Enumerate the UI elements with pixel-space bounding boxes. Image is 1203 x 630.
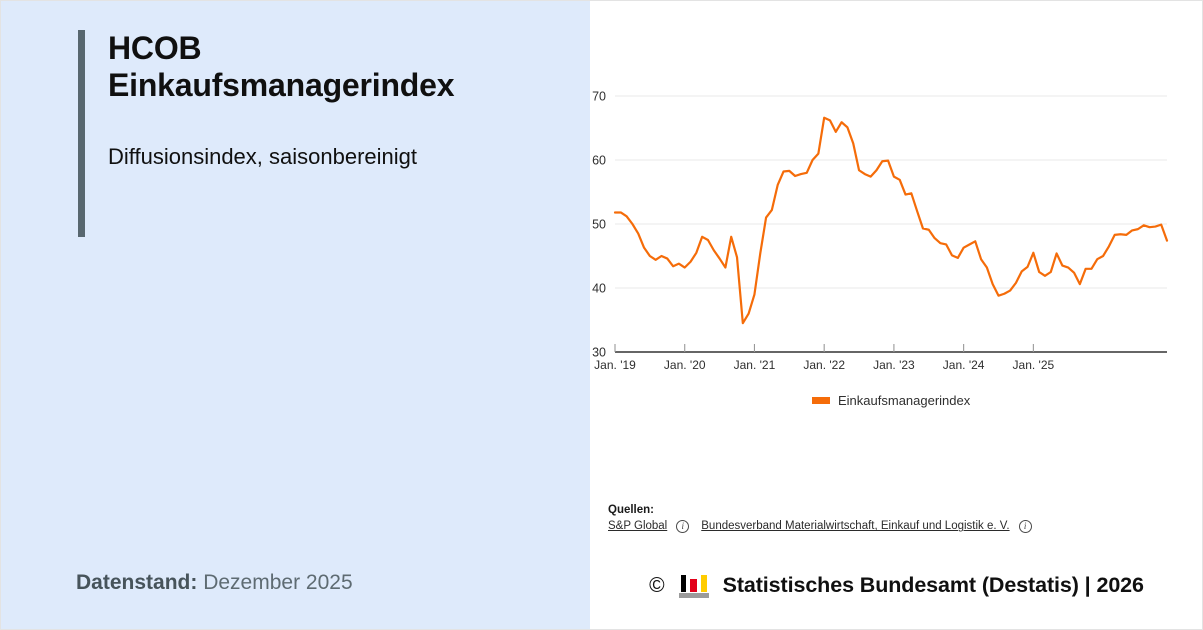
y-tick-label: 50 [592, 218, 606, 232]
page-subtitle: Diffusionsindex, saisonbereinigt [108, 143, 417, 169]
destatis-logo-icon [678, 574, 709, 598]
x-tick-label: Jan. '21 [734, 358, 776, 372]
x-tick-label: Jan. '24 [943, 358, 985, 372]
sources-label: Quellen: [608, 504, 655, 516]
data-status-label: Datenstand: [76, 571, 198, 594]
y-tick-label: 30 [592, 346, 606, 360]
copyright-icon: © [649, 573, 665, 597]
logo-baseline [678, 592, 709, 598]
chart-container: 30 40 50 60 70 Jan. '19 Jan. '20 Jan. '21 Jan. … [590, 1, 1202, 421]
x-tick-label: Jan. '19 [594, 358, 636, 372]
chart-y-axis-labels: 30 40 50 60 70 [592, 90, 606, 360]
y-tick-label: 70 [592, 90, 606, 104]
chart-gridlines [615, 95, 1167, 289]
x-tick-label: Jan. '20 [664, 358, 706, 372]
source-link-sp-global[interactable]: S&P Global [608, 520, 668, 533]
legend-label: Einkaufsmanagerindex [838, 393, 971, 408]
right-chart-panel: 30 40 50 60 70 Jan. '19 Jan. '20 Jan. '21 Jan. … [590, 1, 1202, 629]
source-link-bme[interactable]: Bundesverband Materialwirtschaft, Einkau… [701, 520, 1010, 533]
destatis-footer: © Statistisches Bundesamt (Destatis) | 2… [590, 573, 1202, 598]
y-tick-label: 60 [592, 154, 606, 168]
x-tick-label: Jan. '23 [873, 358, 915, 372]
data-status-value: Dezember 2025 [203, 571, 353, 594]
x-tick-label: Jan. '25 [1013, 358, 1055, 372]
chart-legend: Einkaufsmanagerindex [812, 393, 971, 408]
info-icon[interactable]: i [676, 520, 690, 534]
left-info-panel: HCOB Einkaufsmanagerindex Diffusionsinde… [1, 1, 590, 629]
info-icon[interactable]: i [1018, 520, 1032, 534]
series-line [613, 116, 1169, 325]
data-status: Datenstand: Dezember 2025 [76, 571, 353, 595]
x-tick-label: Jan. '22 [803, 358, 845, 372]
legend-swatch [812, 397, 830, 404]
logo-bar-red [689, 578, 697, 592]
chart-series-line [613, 116, 1169, 325]
title-block: HCOB Einkaufsmanagerindex Diffusionsinde… [78, 30, 548, 237]
chart-x-axis-labels: Jan. '19 Jan. '20 Jan. '21 Jan. '22 Jan. '23… [594, 358, 1054, 372]
logo-bar-black [680, 574, 686, 592]
chart-x-axis [614, 344, 1167, 353]
sources-list: S&P Global i Bundesverband Materialwirts… [608, 519, 1188, 534]
logo-bar-gold [700, 574, 707, 592]
sources-block: Quellen: S&P Global i Bundesverband Mate… [608, 503, 1188, 534]
y-tick-label: 40 [592, 282, 606, 296]
page-title: HCOB Einkaufsmanagerindex [108, 30, 455, 104]
destatis-label: Statistisches Bundesamt (Destatis) | 202… [722, 573, 1144, 597]
